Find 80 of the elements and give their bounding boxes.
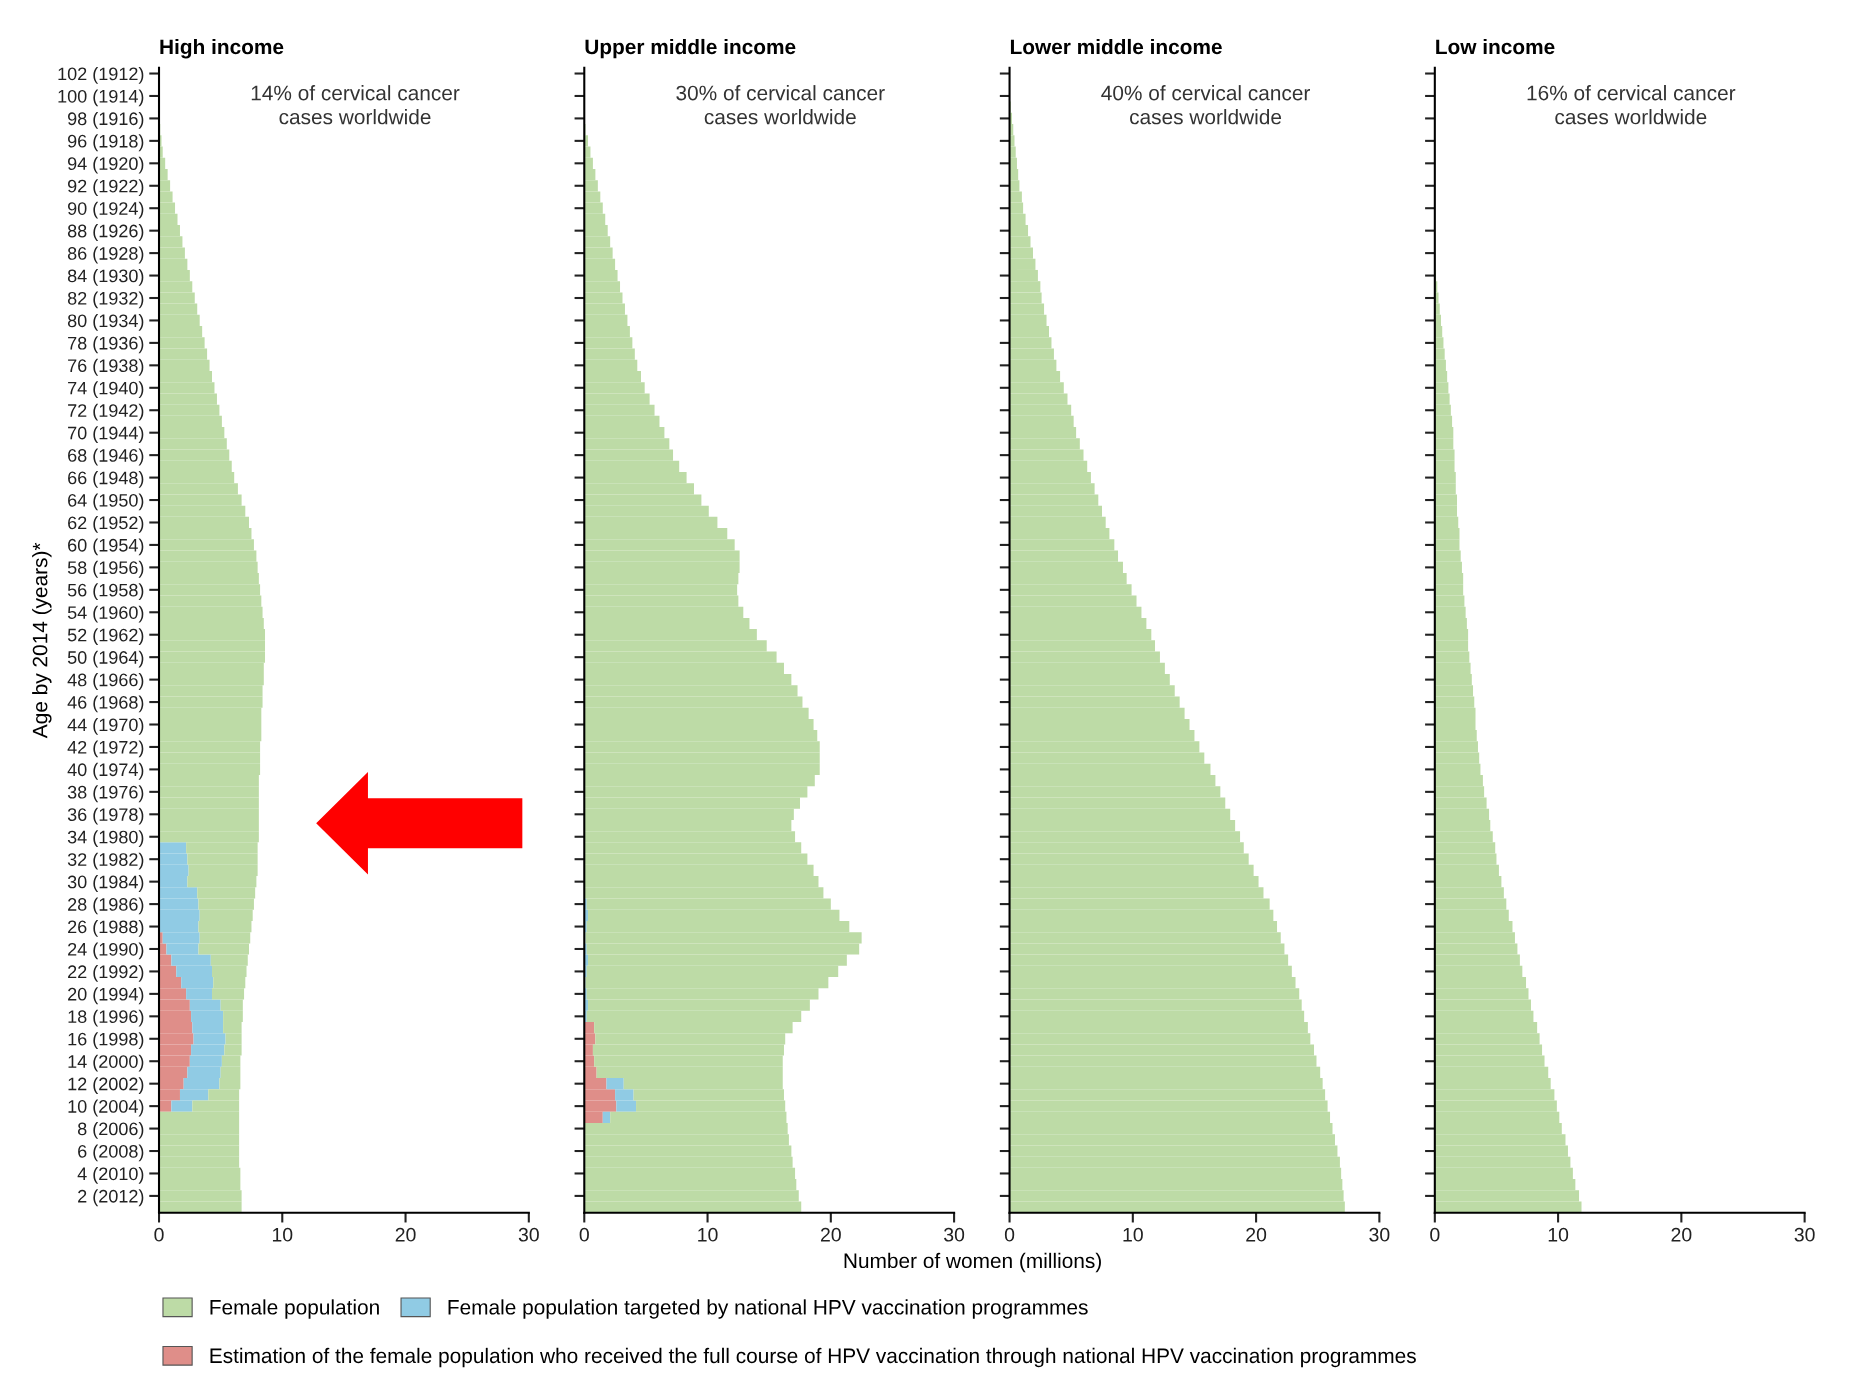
- y-tick-label: 62 (1952): [68, 515, 144, 533]
- x-tick-label: 20: [395, 1227, 416, 1242]
- y-tick-label: 102 (1912): [58, 66, 144, 84]
- y-tick-label: 10 (2004): [68, 1099, 144, 1117]
- y-tick-label: 100 (1914): [58, 89, 144, 107]
- y-tick-label: 30 (1984): [67, 875, 144, 892]
- y-tick-label: 40 (1974): [67, 762, 144, 780]
- y-tick-label: 70 (1944): [68, 426, 144, 443]
- y-tick-label: 82 (1932): [67, 291, 144, 309]
- y-tick-label: 38 (1976): [67, 785, 144, 803]
- y-tick-label: 54 (1960): [67, 605, 144, 623]
- legend-label: Female population targeted by national HPV vaccination programmes: [448, 1299, 1088, 1319]
- y-tick-label: 32 (1982): [67, 852, 144, 870]
- y-tick-label: 86 (1928): [67, 246, 144, 264]
- y-tick-label: 58 (1956): [67, 560, 144, 578]
- y-tick-label: 96 (1918): [67, 134, 144, 152]
- y-tick-label: 46 (1968): [67, 695, 144, 713]
- y-tick-label: 42 (1972): [67, 740, 144, 758]
- y-tick-label: 8 (2006): [77, 1122, 144, 1139]
- y-tick-label: 60 (1954): [68, 538, 144, 556]
- x-tick-label: 30: [1794, 1227, 1815, 1242]
- y-tick-label: 22 (1992): [68, 964, 144, 982]
- y-tick-label: 20 (1994): [68, 987, 144, 1005]
- x-tick-label: 10: [698, 1227, 718, 1242]
- y-tick-label: 24 (1990): [68, 942, 144, 960]
- y-tick-label: 88 (1926): [67, 224, 144, 241]
- y-tick-label: 94 (1920): [67, 156, 144, 174]
- y-tick-label: 76 (1938): [68, 358, 144, 376]
- y-tick-label: 92 (1922): [67, 179, 144, 197]
- y-tick-label: 78 (1936): [68, 336, 144, 354]
- y-tick-label: 4 (2010): [77, 1166, 144, 1184]
- x-tick-label: 10: [1548, 1227, 1569, 1242]
- x-tick-label: 20: [1246, 1227, 1267, 1242]
- y-tick-label: 80 (1934): [67, 313, 144, 331]
- y-tick-label: 48 (1966): [67, 673, 144, 690]
- chart-title: Lower middle income: [1010, 38, 1222, 55]
- x-tick-label: 0: [1004, 1227, 1015, 1242]
- y-tick-label: 18 (1996): [68, 1009, 144, 1027]
- x-tick-label: 30: [944, 1227, 965, 1242]
- y-tick-label: 12 (2002): [68, 1077, 144, 1094]
- chart-title: High income: [160, 38, 284, 59]
- x-tick-label: 10: [272, 1227, 293, 1242]
- y-tick-label: 84 (1930): [67, 269, 144, 286]
- y-axis-title: Age by 2014 (years)*: [32, 542, 52, 739]
- y-tick-label: 34 (1980): [67, 830, 144, 848]
- x-tick-label: 10: [1123, 1227, 1143, 1242]
- annotation: 16% of cervical cancer cases worldwide: [1527, 85, 1736, 125]
- x-axis-title: Number of women (millions): [844, 1252, 1101, 1273]
- y-tick-label: 72 (1942): [68, 403, 144, 421]
- x-tick-label: 20: [820, 1227, 841, 1242]
- y-tick-label: 28 (1986): [68, 897, 144, 915]
- annotation: 14% of cervical cancer cases worldwide: [251, 85, 460, 125]
- chart-title: Upper middle income: [585, 38, 796, 59]
- legend-label: Female population: [210, 1299, 379, 1319]
- y-tick-label: 44 (1970): [67, 717, 144, 735]
- x-tick-label: 30: [1369, 1227, 1390, 1242]
- y-tick-label: 56 (1958): [67, 583, 144, 601]
- x-tick-label: 0: [579, 1227, 589, 1242]
- y-tick-label: 14 (2000): [68, 1054, 144, 1072]
- y-tick-label: 26 (1988): [68, 920, 144, 937]
- x-tick-label: 0: [154, 1227, 164, 1242]
- y-tick-label: 90 (1924): [67, 201, 144, 219]
- x-tick-label: 30: [518, 1227, 539, 1242]
- y-tick-label: 64 (1950): [68, 493, 144, 511]
- x-tick-label: 20: [1671, 1227, 1692, 1242]
- y-tick-label: 6 (2008): [78, 1144, 144, 1162]
- annotation: 40% of cervical cancer cases worldwide: [1101, 85, 1310, 125]
- y-tick-label: 16 (1998): [68, 1032, 144, 1050]
- legend-label: Estimation of the female population who received the full course of HPV vaccination through national HPV vaccination programmes: [210, 1347, 1416, 1368]
- x-tick-label: 0: [1430, 1227, 1440, 1242]
- annotation: 30% of cervical cancer cases worldwide: [676, 85, 885, 125]
- y-tick-label: 36 (1978): [67, 807, 144, 825]
- chart-title: Low income: [1436, 38, 1555, 55]
- y-tick-label: 98 (1916): [67, 111, 144, 129]
- y-tick-label: 66 (1948): [68, 471, 144, 488]
- y-tick-label: 50 (1964): [67, 650, 144, 668]
- y-tick-label: 2 (2012): [78, 1189, 144, 1207]
- y-tick-label: 74 (1940): [68, 381, 144, 399]
- y-tick-label: 52 (1962): [67, 628, 144, 645]
- y-tick-label: 68 (1946): [68, 448, 144, 466]
